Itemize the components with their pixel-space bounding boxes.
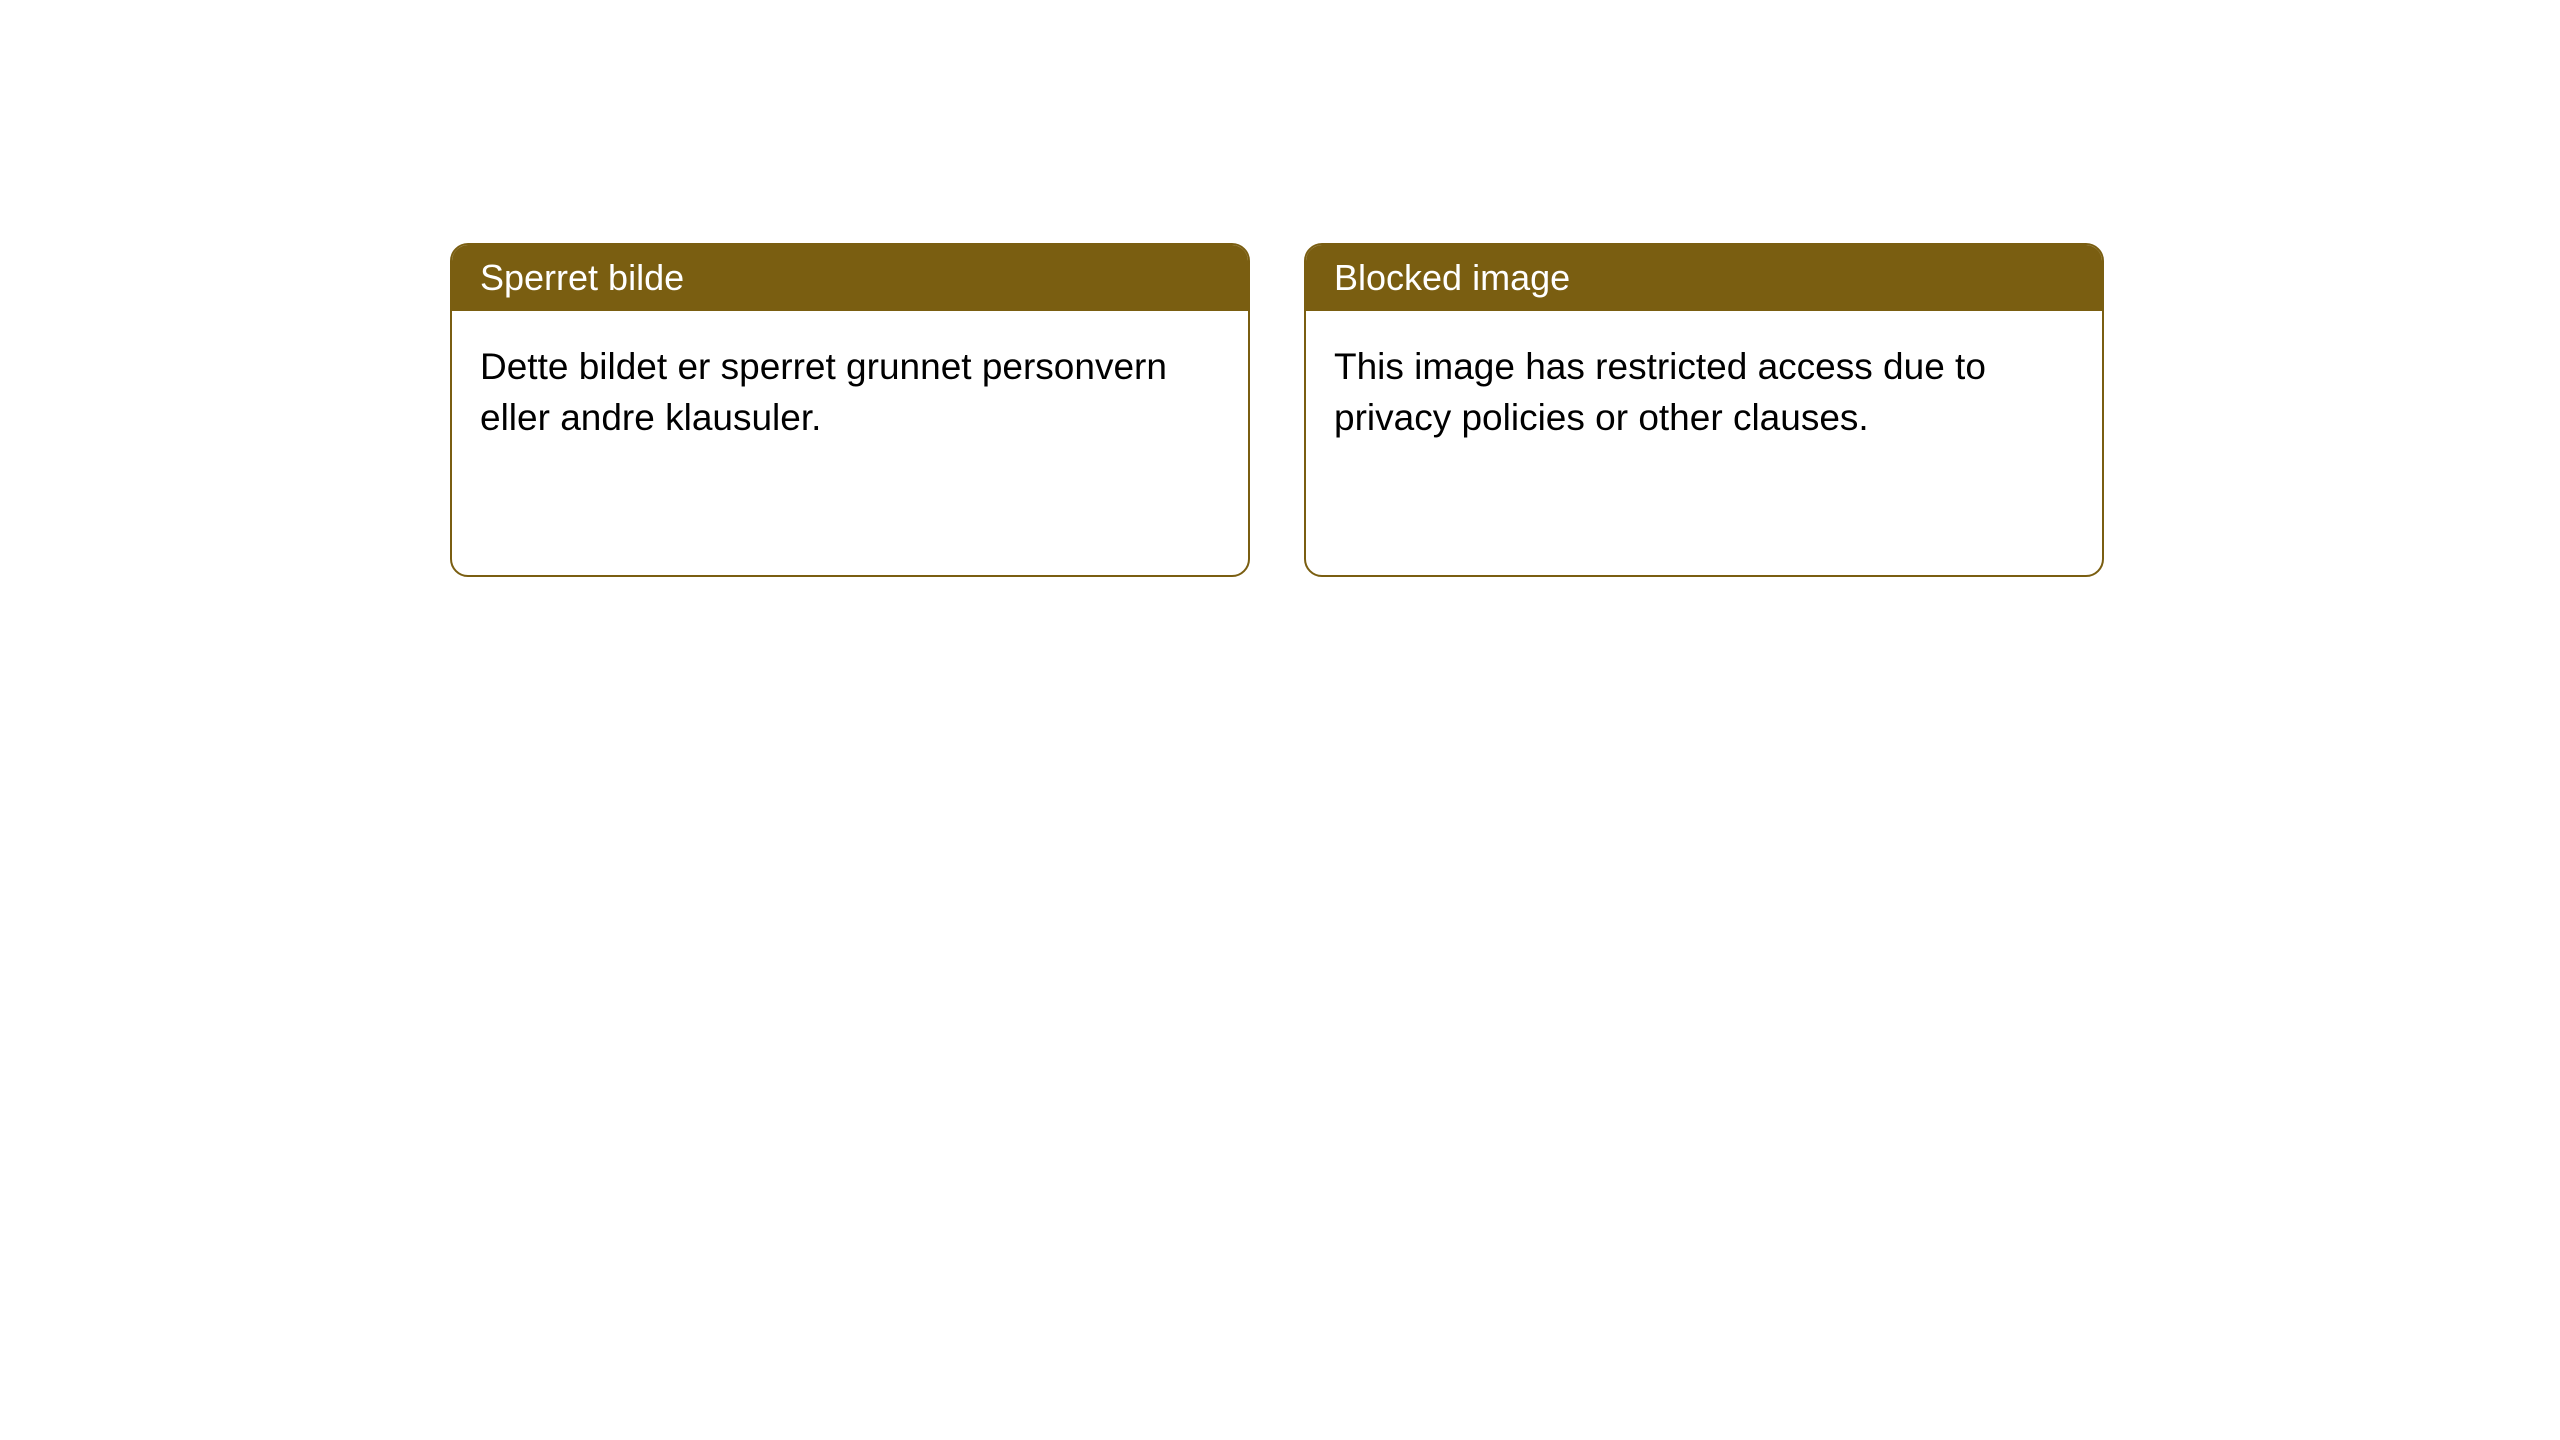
- card-title: Blocked image: [1334, 257, 1570, 298]
- notice-card-english: Blocked image This image has restricted …: [1304, 243, 2104, 577]
- notice-cards-container: Sperret bilde Dette bildet er sperret gr…: [450, 243, 2104, 577]
- card-body: Dette bildet er sperret grunnet personve…: [452, 311, 1248, 473]
- card-header: Sperret bilde: [452, 245, 1248, 311]
- card-title: Sperret bilde: [480, 257, 684, 298]
- notice-card-norwegian: Sperret bilde Dette bildet er sperret gr…: [450, 243, 1250, 577]
- card-body-text: Dette bildet er sperret grunnet personve…: [480, 346, 1167, 438]
- card-header: Blocked image: [1306, 245, 2102, 311]
- card-body-text: This image has restricted access due to …: [1334, 346, 1986, 438]
- card-body: This image has restricted access due to …: [1306, 311, 2102, 473]
